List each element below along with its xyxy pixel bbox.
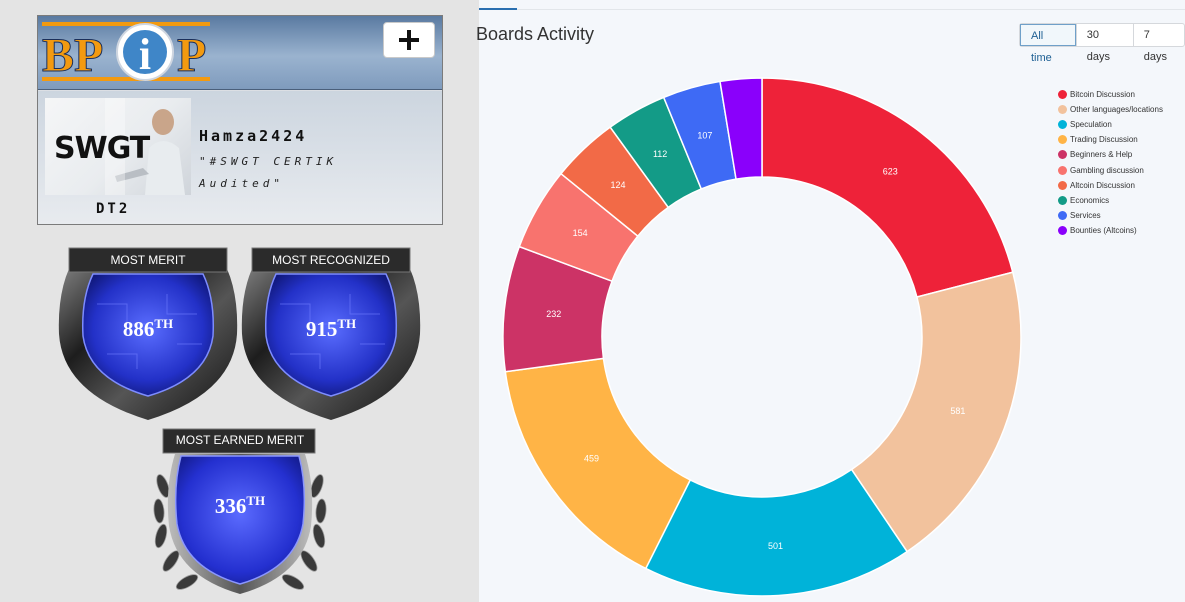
shield-icon xyxy=(241,247,421,420)
legend-item[interactable]: Beginners & Help xyxy=(1058,147,1163,162)
badge-rank: 886TH xyxy=(57,316,239,342)
personal-text: "#SWGT CERTIK Audited" xyxy=(199,151,409,195)
badge-title: MOST MERIT xyxy=(110,253,186,267)
legend-dot-icon xyxy=(1058,210,1067,220)
badge-rank-suffix: TH xyxy=(337,316,357,331)
badge-rank-suffix: TH xyxy=(246,493,266,508)
legend-dot-icon xyxy=(1058,180,1067,190)
legend-item[interactable]: Gambling discussion xyxy=(1058,162,1163,177)
badge-most-recognized: MOST RECOGNIZED 915TH xyxy=(240,244,422,422)
legend-item[interactable]: Altcoin Discussion xyxy=(1058,178,1163,193)
legend-item[interactable]: Bounties (Altcoins) xyxy=(1058,223,1163,238)
legend-item[interactable]: Trading Discussion xyxy=(1058,132,1163,147)
username[interactable]: Hamza2424 xyxy=(199,127,308,145)
bpip-logo: BP i P xyxy=(42,22,210,83)
legend-label: Beginners & Help xyxy=(1070,150,1133,160)
legend-label: Speculation xyxy=(1070,120,1112,130)
card-body: SWGT Hamza2424 "#SWGT CERTIK Audited" DT… xyxy=(38,91,442,224)
logo-text-center: i xyxy=(139,30,151,79)
badge-rank: 915TH xyxy=(240,316,422,342)
legend-label: Other languages/locations xyxy=(1070,105,1163,115)
slice-value-label: 154 xyxy=(573,228,588,238)
badge-rank-number: 336 xyxy=(214,494,247,518)
donut-slice[interactable] xyxy=(719,77,763,180)
boards-activity-donut-chart: 623 581 501 459 232 154 124 112 107 xyxy=(502,77,1022,597)
donut-slice[interactable] xyxy=(761,77,1014,298)
trust-label: DT2 xyxy=(96,201,131,217)
legend-dot-icon xyxy=(1058,165,1067,175)
chart-title: Boards Activity xyxy=(476,24,595,44)
chart-legend: Bitcoin Discussion Other languages/locati… xyxy=(1058,87,1163,238)
legend-item[interactable]: Other languages/locations xyxy=(1058,102,1163,117)
legend-dot-icon xyxy=(1058,120,1067,130)
laurel-shield-icon xyxy=(153,428,327,594)
legend-item[interactable]: Bitcoin Discussion xyxy=(1058,87,1163,102)
profile-card: BP i P SWGT xyxy=(37,15,443,225)
slice-value-label: 124 xyxy=(611,180,626,190)
boards-activity-panel: Boards Activity All time 30 days 7 days … xyxy=(476,0,1185,602)
legend-label: Bitcoin Discussion xyxy=(1070,90,1135,100)
legend-dot-icon xyxy=(1058,135,1067,145)
range-7-days-button[interactable]: 7 days xyxy=(1132,24,1184,63)
legend-label: Economics xyxy=(1070,195,1110,205)
slice-value-label: 581 xyxy=(950,406,965,416)
slice-value-label: 112 xyxy=(653,149,667,159)
active-tab-indicator xyxy=(479,8,517,10)
badge-rank-suffix: TH xyxy=(154,316,174,331)
legend-label: Altcoin Discussion xyxy=(1070,180,1135,190)
badge-title: MOST RECOGNIZED xyxy=(272,253,390,267)
range-30-days-button[interactable]: 30 days xyxy=(1075,24,1133,63)
profile-panel: BP i P SWGT xyxy=(0,0,479,602)
badge-title: MOST EARNED MERIT xyxy=(175,433,305,447)
legend-dot-icon xyxy=(1058,195,1067,205)
legend-item[interactable]: Speculation xyxy=(1058,117,1163,132)
slice-value-label: 623 xyxy=(883,166,898,176)
personal-text-line: "#SWGT CERTIK xyxy=(199,155,338,168)
badge-rank: 336TH xyxy=(149,493,331,519)
legend-item[interactable]: Economics xyxy=(1058,193,1163,208)
legend-item[interactable]: Services xyxy=(1058,208,1163,223)
donut-slice[interactable] xyxy=(850,271,1022,553)
avatar-illustration-icon xyxy=(105,98,185,195)
slice-value-label: 107 xyxy=(697,130,712,140)
plus-icon xyxy=(399,30,419,50)
avatar-text: SWGT xyxy=(54,131,150,166)
logo-text-left: BP xyxy=(42,29,103,82)
slice-value-label: 232 xyxy=(546,309,561,319)
personal-text-line: Audited" xyxy=(199,177,284,190)
badge-rank-number: 915 xyxy=(305,317,338,341)
legend-label: Bounties (Altcoins) xyxy=(1070,225,1137,235)
slice-value-label: 459 xyxy=(584,454,599,464)
range-all-time-button[interactable]: All time xyxy=(1020,24,1076,64)
card-header: BP i P xyxy=(38,16,442,90)
shield-icon xyxy=(58,247,238,420)
time-range-selector: All time 30 days 7 days xyxy=(1019,23,1185,64)
legend-dot-icon xyxy=(1058,225,1067,235)
legend-label: Gambling discussion xyxy=(1070,165,1144,175)
legend-dot-icon xyxy=(1058,150,1067,160)
badge-most-merit: MOST MERIT 886TH xyxy=(57,244,239,422)
top-divider xyxy=(479,9,1185,10)
add-button[interactable] xyxy=(383,22,435,58)
slice-value-label: 501 xyxy=(768,541,783,551)
badge-most-earned-merit: MOST EARNED MERIT 336TH xyxy=(149,426,331,602)
avatar: SWGT xyxy=(45,98,191,195)
legend-label: Trading Discussion xyxy=(1070,135,1138,145)
badge-rank-number: 886 xyxy=(122,317,155,341)
legend-dot-icon xyxy=(1058,105,1067,115)
legend-dot-icon xyxy=(1058,90,1067,100)
legend-label: Services xyxy=(1070,210,1101,220)
logo-text-right: P xyxy=(177,29,206,82)
